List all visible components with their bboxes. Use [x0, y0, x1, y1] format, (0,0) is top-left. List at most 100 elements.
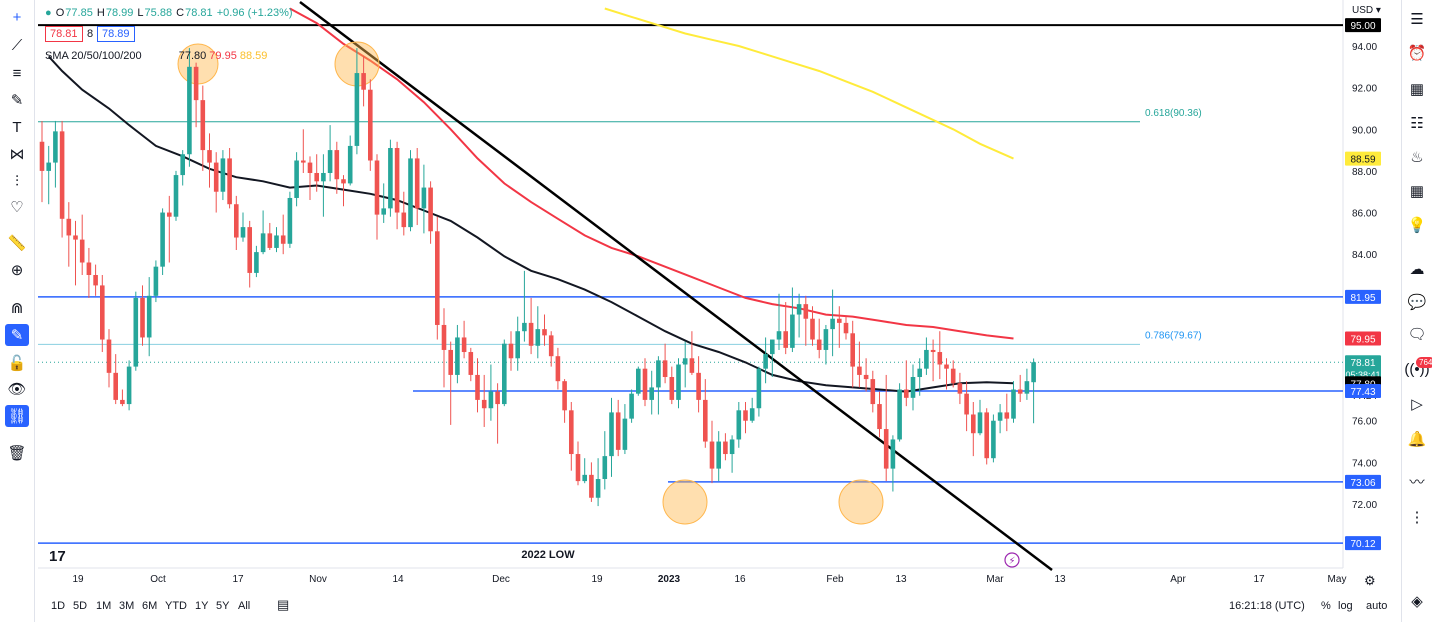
watchlist-icon[interactable]: ☰	[1410, 11, 1424, 28]
sma20-line	[47, 55, 1014, 393]
price-chart[interactable]: 94.0092.0090.0088.0086.0084.0082.0080.00…	[0, 0, 1400, 622]
timeframe-1m[interactable]: 1M	[96, 600, 112, 612]
candle-body	[569, 410, 574, 455]
candle	[46, 145, 51, 205]
price-label-bg	[1345, 474, 1381, 489]
link-icon[interactable]: ⛓	[5, 405, 29, 427]
timeframe-1d[interactable]: 1D	[51, 600, 66, 612]
annotation-2022-low: 2022 LOW	[521, 549, 575, 561]
candle	[314, 154, 319, 192]
notification-bell-icon[interactable]: 🔔	[1407, 431, 1427, 448]
candle-body	[441, 324, 447, 350]
candle	[535, 306, 541, 359]
candle	[589, 462, 594, 502]
candle-body	[495, 391, 500, 405]
candle-body	[374, 160, 380, 215]
calendar-icon[interactable]: ▦	[1409, 183, 1425, 200]
layers-icon[interactable]: ◈	[1411, 593, 1423, 610]
timeframe-3m[interactable]: 3M	[119, 600, 135, 612]
crosshair-icon[interactable]: +	[12, 8, 22, 26]
candle	[53, 120, 58, 188]
candle	[180, 150, 185, 186]
play-icon[interactable]: ▷	[1411, 396, 1423, 413]
clock-time[interactable]: 16:21:18 (UTC)	[1229, 600, 1305, 612]
timeframe-all[interactable]: All	[238, 600, 251, 612]
price-label-bg	[1345, 151, 1381, 166]
eye-icon[interactable]: 👁	[7, 381, 27, 398]
sma-legend[interactable]: SMA 20/50/100/200 77.80 79.95 88.59	[45, 50, 267, 62]
messages-icon[interactable]: 🗨	[1407, 326, 1427, 343]
candle-body	[991, 420, 996, 459]
news-icon[interactable]: ▦	[1409, 81, 1425, 98]
candle-body	[234, 204, 239, 238]
text-icon[interactable]: T	[12, 118, 22, 136]
countdown-text: 05:38:41	[1345, 370, 1380, 380]
magnet-icon[interactable]: ⋒	[10, 300, 24, 317]
price-label-text: 88.59	[1350, 155, 1375, 166]
candle-body	[615, 412, 621, 450]
horizontal-lines-icon[interactable]: ≡	[12, 64, 22, 82]
candle	[562, 379, 567, 423]
add-list-icon[interactable]: ☷	[1410, 115, 1424, 132]
log-toggle[interactable]: log	[1338, 600, 1353, 612]
lock-drawing-icon[interactable]: ✎	[5, 324, 29, 346]
hotlist-fire-icon[interactable]: ♨	[1410, 149, 1424, 166]
candle-body	[334, 150, 340, 180]
x-axis: 19 Oct 17 Nov 14 Dec 19 2023 16 Feb 13 Mar 13 Apr 17 Ma…	[72, 574, 1346, 585]
timeframe-5y[interactable]: 5Y	[216, 600, 230, 612]
candle-body	[140, 297, 145, 338]
trash-icon[interactable]: 🗑	[7, 445, 27, 462]
candle-body	[220, 158, 226, 192]
ideas-lightbulb-icon[interactable]: 💡	[1407, 217, 1427, 234]
currency-label[interactable]: USD ▾	[1352, 5, 1381, 16]
ruler-icon[interactable]: 📏	[7, 235, 27, 252]
pattern-icon[interactable]: ⋈	[9, 146, 25, 163]
candle	[709, 420, 715, 484]
candle-body	[1004, 412, 1010, 419]
timeframe-5d[interactable]: 5D	[73, 600, 88, 612]
chats-icon[interactable]: 💬	[1407, 294, 1427, 311]
candle	[796, 293, 802, 338]
candle-body	[944, 364, 949, 369]
brush-icon[interactable]: ✎	[10, 92, 24, 109]
auto-toggle[interactable]: auto	[1366, 600, 1388, 612]
candle	[287, 191, 293, 248]
highlight-circle	[662, 479, 708, 525]
timeframe-6m[interactable]: 6M	[142, 600, 158, 612]
open-value: 77.85	[65, 7, 93, 19]
candle-body	[783, 331, 788, 348]
candle-body	[964, 393, 969, 415]
unlock-icon[interactable]: 🔓	[7, 355, 27, 372]
heart-icon[interactable]: ♡	[10, 199, 24, 216]
candle	[59, 120, 65, 238]
settings-gear-icon[interactable]: ⚙	[1364, 573, 1376, 588]
candle-body	[368, 89, 373, 161]
candle-body	[636, 368, 641, 394]
x-tick-label: Feb	[826, 574, 844, 585]
alarm-clock-icon[interactable]: ⏰	[1407, 45, 1427, 62]
candle	[307, 156, 313, 201]
more-dots-icon[interactable]: ⋮	[1409, 509, 1425, 526]
timeframe-ytd[interactable]: YTD	[165, 600, 187, 612]
forecast-icon[interactable]: ⫶	[15, 172, 19, 190]
buy-price-box[interactable]: 78.89	[97, 26, 135, 42]
trendline-icon[interactable]: ⟋	[11, 36, 23, 54]
candle	[522, 270, 527, 342]
candle	[213, 152, 219, 213]
highlight-circles	[177, 41, 884, 525]
signal-wave-icon[interactable]: 〰	[1409, 473, 1425, 491]
candle	[381, 183, 386, 223]
date-range-icon[interactable]: ▤	[277, 597, 290, 612]
candle	[837, 306, 842, 348]
close-label: C	[176, 7, 185, 19]
chat-cloud-icon[interactable]: ☁	[1409, 261, 1425, 278]
candle	[193, 62, 199, 128]
sell-price-box[interactable]: 78.81	[45, 26, 83, 42]
price-label-bg	[1345, 289, 1381, 304]
candle	[756, 366, 762, 417]
timeframe-1y[interactable]: 1Y	[195, 600, 209, 612]
candle-body	[294, 160, 299, 198]
zoom-in-icon[interactable]: ⊕	[10, 262, 24, 279]
fib-label: 0.618(90.36)	[1145, 108, 1202, 119]
percent-toggle[interactable]: %	[1321, 600, 1331, 612]
